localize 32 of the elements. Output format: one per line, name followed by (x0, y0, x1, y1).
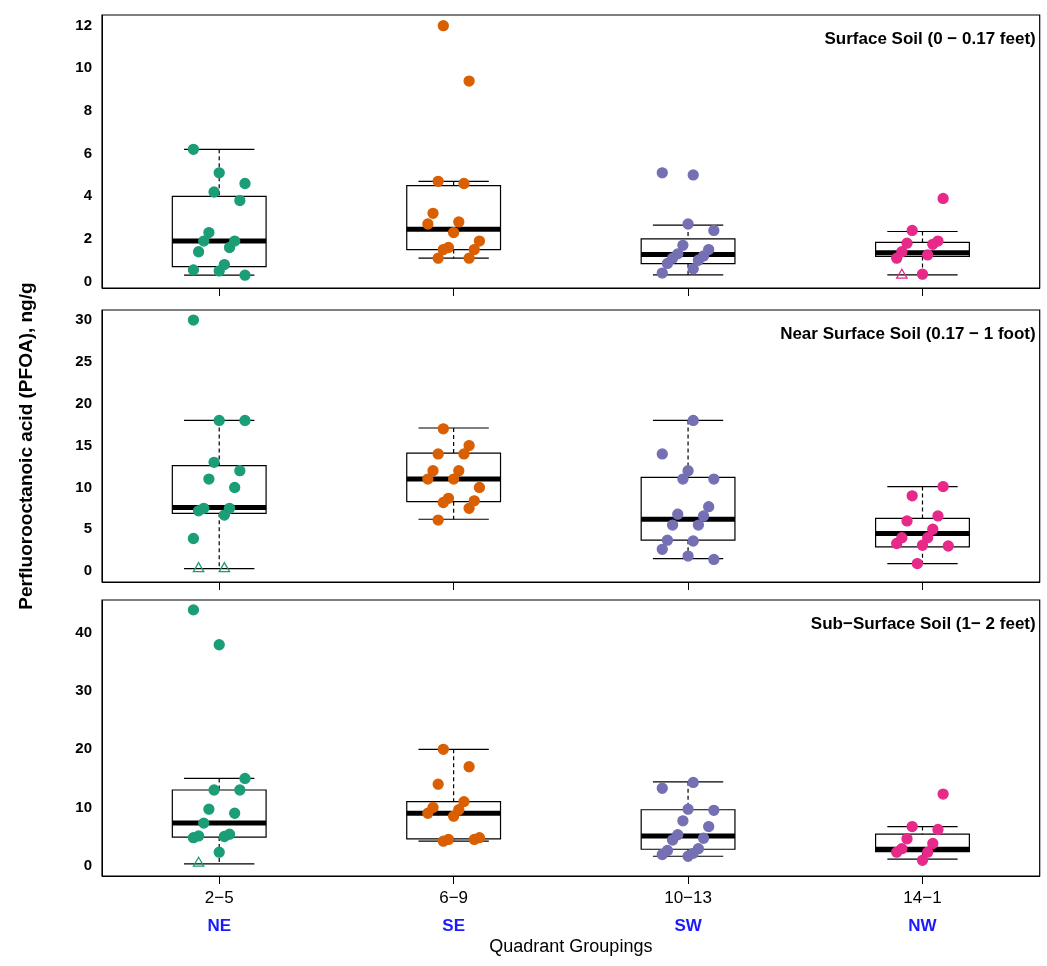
text: SE (442, 916, 465, 936)
text: Near Surface Soil (0.17 − 1 foot) (780, 324, 1036, 344)
text: NW (908, 916, 938, 936)
x-tick-label: 6−9 (439, 887, 469, 907)
y-tick-label: 6 (83, 143, 92, 161)
y-tick-label: 30 (75, 681, 92, 699)
y-tick-label: 20 (75, 739, 92, 757)
y-tick-label: 4 (83, 186, 93, 204)
y-tick-label: 8 (83, 101, 92, 119)
x-tick-label: 14−1 (903, 887, 942, 907)
text: Sub−Surface Soil (1− 2 feet) (810, 614, 1036, 634)
y-tick-label: 12 (75, 15, 92, 33)
x-tick-label: 2−5 (204, 887, 234, 907)
y-tick-label: 0 (83, 561, 92, 579)
x-axis-title: Quadrant Groupings (489, 936, 653, 957)
text: SW (674, 916, 703, 936)
y-tick-label: 5 (83, 519, 92, 537)
y-axis-title: Perfluorooctanoic acid (PFOA), ng/g (15, 282, 37, 610)
x-tick-label: 10−13 (664, 887, 712, 907)
y-tick-label: 40 (75, 623, 92, 641)
y-tick-label: 10 (75, 797, 92, 815)
y-tick-label: 10 (75, 477, 92, 495)
y-tick-label: 0 (83, 271, 92, 289)
y-tick-label: 15 (75, 435, 92, 453)
y-tick-label: 0 (83, 855, 92, 873)
text: Surface Soil (0 − 0.17 feet) (824, 29, 1036, 49)
y-tick-label: 2 (83, 229, 92, 247)
y-tick-label: 10 (75, 58, 92, 76)
y-tick-label: 30 (75, 310, 92, 328)
y-tick-label: 25 (75, 352, 92, 370)
y-tick-label: 20 (75, 393, 92, 411)
text: NE (207, 916, 232, 936)
